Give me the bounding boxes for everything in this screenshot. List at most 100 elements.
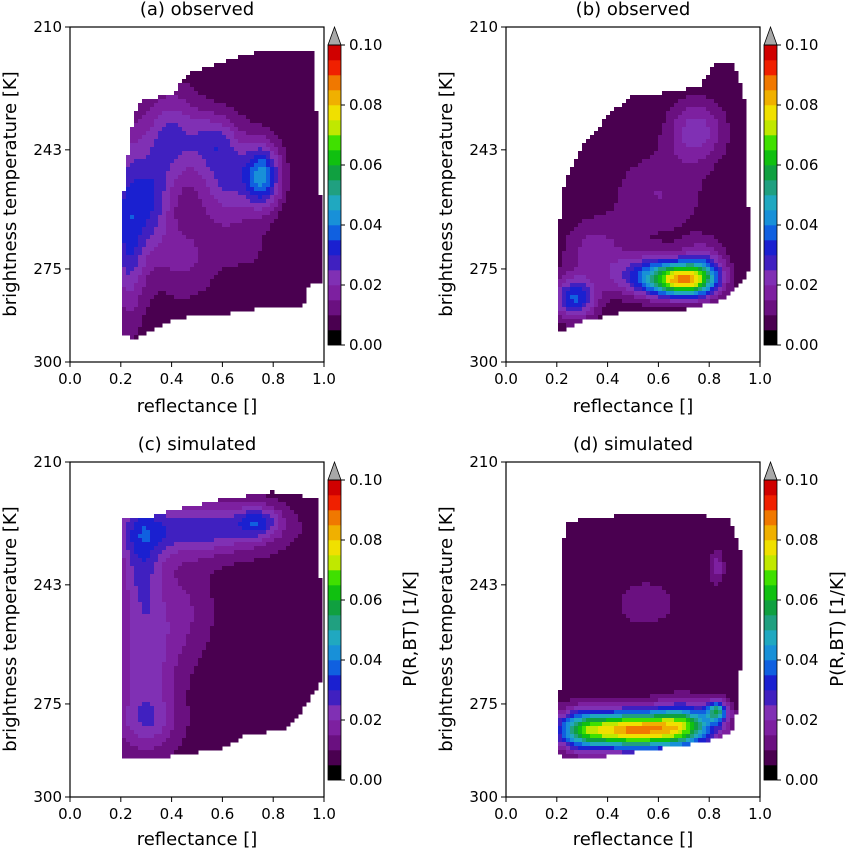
colorbar-segment	[764, 210, 777, 226]
colorbar-segment	[328, 630, 341, 646]
colorbar: 0.00 0.02 0.04 0.06 0.08 0.10	[327, 460, 382, 789]
colorbar-segment	[328, 270, 341, 286]
colorbar-segment	[328, 525, 341, 541]
y-axis: 210 243 275 300	[469, 18, 506, 371]
panel-b: (b) observed 0.0 0.2 0.4 0.6 0.8 1.0 210 243 27…	[436, 0, 818, 417]
panel-title: (d) simulated	[573, 434, 693, 455]
colorbar-segment	[764, 765, 777, 781]
colorbar-segment	[328, 480, 341, 496]
colorbar-segment	[764, 525, 777, 541]
x-tick-label: 0.2	[545, 370, 569, 388]
x-tick-label: 0.6	[646, 370, 670, 388]
colorbar-segment	[764, 300, 777, 316]
y-tick-label: 300	[469, 353, 498, 371]
x-tick-label: 0.2	[109, 370, 133, 388]
y-tick-label: 243	[33, 141, 62, 159]
panel-title: (a) observed	[140, 0, 254, 20]
x-tick-label: 0.4	[596, 805, 620, 823]
y-axis-label: brightness temperature [K]	[436, 71, 457, 316]
colorbar-segment	[764, 180, 777, 196]
x-axis: 0.0 0.2 0.4 0.6 0.8 1.0	[494, 362, 772, 388]
colorbar-segment	[764, 60, 777, 76]
colorbar-segment	[328, 240, 341, 256]
colorbar-segment	[764, 600, 777, 616]
colorbar-segment	[328, 750, 341, 766]
colorbar-segment	[764, 705, 777, 721]
colorbar-tick-label: 0.00	[349, 336, 382, 354]
colorbar-tick-label: 0.10	[349, 36, 382, 54]
x-axis-label: reflectance []	[573, 396, 694, 417]
panel-c: (c) simulated 0.0 0.2 0.4 0.6 0.8 1.0 2102432…	[0, 434, 421, 850]
heatmap-area	[122, 51, 323, 340]
colorbar-segment	[328, 690, 341, 706]
colorbar-segment	[764, 585, 777, 601]
colorbar-segment	[328, 195, 341, 211]
colorbar-segment	[328, 45, 341, 61]
colorbar-segment	[328, 255, 341, 271]
colorbar-segment	[764, 150, 777, 166]
panel-a: (a) observed 0.0 0.2 0.4 0.6 0.8 1.0 210 243 27…	[0, 0, 382, 417]
panel-title: (b) observed	[576, 0, 691, 20]
x-tick-label: 0.4	[160, 370, 184, 388]
colorbar-tick-label: 0.10	[785, 471, 818, 489]
x-tick-label: 0.2	[109, 805, 133, 823]
colorbar-segment	[328, 135, 341, 151]
colorbar-segment	[328, 180, 341, 196]
colorbar-segment	[328, 330, 341, 346]
y-axis: 210 243 275 300	[33, 18, 70, 371]
colorbar-segment	[328, 555, 341, 571]
colorbar-segment	[764, 105, 777, 121]
colorbar-segment	[764, 330, 777, 346]
colorbar-segment	[764, 45, 777, 61]
x-tick-label: 0.8	[261, 370, 285, 388]
colorbar-segment	[328, 300, 341, 316]
colorbar-segment	[764, 495, 777, 511]
colorbar-segment	[764, 270, 777, 286]
axes-frame	[505, 26, 761, 363]
colorbar-segment	[764, 555, 777, 571]
x-tick-label: 0.8	[697, 805, 721, 823]
y-tick-label: 243	[33, 576, 62, 594]
colorbar-tick-label: 0.02	[349, 711, 382, 729]
colorbar-segment	[328, 75, 341, 91]
x-tick-label: 0.0	[58, 370, 82, 388]
colorbar-segment	[328, 315, 341, 331]
colorbar-tick-label: 0.02	[785, 711, 818, 729]
colorbar-segment	[328, 615, 341, 631]
x-tick-label: 0.0	[494, 805, 518, 823]
colorbar-tick-label: 0.08	[785, 96, 818, 114]
colorbar-tick-label: 0.00	[349, 771, 382, 789]
panel-d: (d) simulated 0.0 0.2 0.4 0.6 0.8 1.0 2102432…	[436, 434, 848, 850]
colorbar: 0.00 0.02 0.04 0.06 0.08 0.10	[327, 25, 382, 354]
colorbar-extend-arrow	[327, 25, 342, 46]
colorbar-segment	[764, 630, 777, 646]
axes-frame	[505, 461, 761, 798]
colorbar-tick-label: 0.06	[349, 156, 382, 174]
colorbar-segment	[764, 615, 777, 631]
colorbar-segment	[764, 225, 777, 241]
y-tick-label: 210	[469, 453, 498, 471]
colorbar-segment	[328, 765, 341, 781]
colorbar-segment	[328, 165, 341, 181]
heatmap-area	[558, 514, 743, 759]
colorbar-extend-arrow	[763, 460, 778, 481]
colorbar-segment	[764, 690, 777, 706]
colorbar-extend-arrow	[763, 25, 778, 46]
y-tick-label: 210	[469, 18, 498, 36]
x-axis: 0.0 0.2 0.4 0.6 0.8 1.0	[58, 797, 336, 823]
colorbar-segment	[328, 735, 341, 751]
x-axis-label: reflectance []	[137, 396, 258, 417]
colorbar-tick-label: 0.10	[785, 36, 818, 54]
colorbar-segment	[328, 570, 341, 586]
x-tick-label: 0.0	[494, 370, 518, 388]
colorbar-segment	[764, 255, 777, 271]
colorbar-segment	[764, 570, 777, 586]
y-axis: 210 243 275 300	[33, 453, 70, 806]
colorbar-tick-label: 0.04	[785, 216, 818, 234]
x-tick-label: 0.6	[646, 805, 670, 823]
heatmap-area	[122, 490, 323, 759]
x-tick-label: 1.0	[748, 805, 772, 823]
colorbar-segment	[328, 60, 341, 76]
colorbar-segment	[764, 75, 777, 91]
colorbar-segment	[328, 645, 341, 661]
